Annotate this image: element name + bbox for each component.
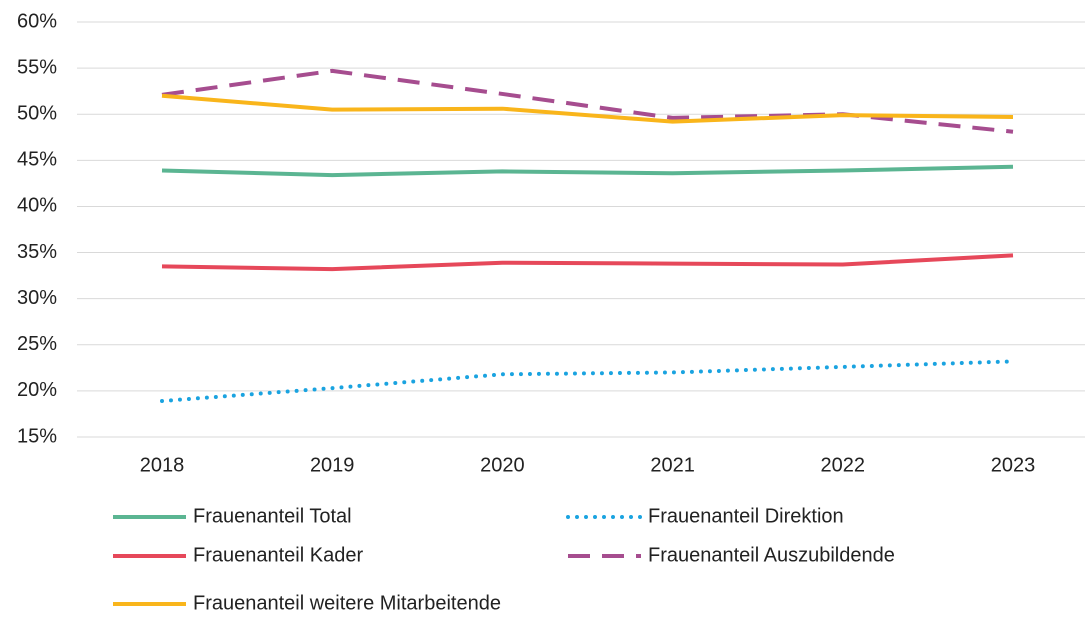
y-tick-label: 55% (17, 56, 57, 78)
series-line (161, 93, 1014, 124)
y-tick-label: 20% (17, 379, 57, 401)
legend-label: Frauenanteil Direktion (648, 505, 844, 527)
x-tick-label: 2021 (650, 454, 695, 476)
y-tick-label: 25% (17, 333, 57, 355)
legend-item: Frauenanteil Direktion (566, 505, 844, 527)
legend-item: Frauenanteil Auszubildende (568, 544, 895, 566)
y-tick-label: 45% (17, 149, 57, 171)
series-line (160, 359, 1015, 404)
legend-label: Frauenanteil Total (193, 505, 352, 527)
series-line (161, 253, 1014, 272)
y-tick-label: 50% (17, 103, 57, 125)
legend-item: Frauenanteil weitere Mitarbeitende (113, 592, 501, 614)
y-tick-label: 15% (17, 425, 57, 447)
series-line (161, 68, 1014, 134)
legend-label: Frauenanteil Kader (193, 544, 363, 566)
series-line (161, 164, 1014, 178)
legend-label: Frauenanteil Auszubildende (648, 544, 895, 566)
y-tick-label: 60% (17, 10, 57, 32)
y-tick-label: 40% (17, 195, 57, 217)
y-tick-label: 30% (17, 287, 57, 309)
x-tick-label: 2019 (310, 454, 355, 476)
legend-item: Frauenanteil Kader (113, 544, 363, 566)
x-tick-label: 2020 (480, 454, 525, 476)
x-tick-label: 2022 (821, 454, 866, 476)
legend-label: Frauenanteil weitere Mitarbeitende (193, 592, 501, 614)
y-tick-label: 35% (17, 241, 57, 263)
x-tick-label: 2018 (140, 454, 185, 476)
legend-item: Frauenanteil Total (113, 505, 352, 527)
x-tick-label: 2023 (991, 454, 1036, 476)
